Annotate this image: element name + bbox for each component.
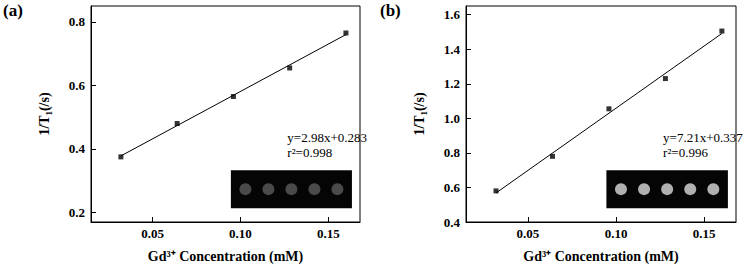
svg-text:0.4: 0.4 bbox=[444, 215, 461, 230]
svg-text:0.10: 0.10 bbox=[605, 226, 628, 241]
svg-text:1.4: 1.4 bbox=[444, 42, 461, 57]
svg-text:1/T₁(/s): 1/T₁(/s) bbox=[37, 92, 53, 135]
svg-text:0.2: 0.2 bbox=[69, 205, 85, 220]
svg-text:0.10: 0.10 bbox=[229, 226, 252, 241]
svg-text:1.0: 1.0 bbox=[444, 111, 460, 126]
svg-text:1.2: 1.2 bbox=[444, 76, 460, 91]
svg-text:r²=0.996: r²=0.996 bbox=[663, 145, 708, 160]
svg-text:0.15: 0.15 bbox=[693, 226, 716, 241]
svg-text:Gd³⁺ Concentration (mM): Gd³⁺ Concentration (mM) bbox=[148, 249, 304, 265]
svg-text:1.6: 1.6 bbox=[444, 7, 461, 22]
svg-text:0.6: 0.6 bbox=[444, 180, 461, 195]
svg-text:r²=0.998: r²=0.998 bbox=[287, 145, 332, 160]
svg-text:0.15: 0.15 bbox=[317, 226, 340, 241]
svg-text:y=2.98x+0.283: y=2.98x+0.283 bbox=[287, 130, 367, 145]
svg-text:0.8: 0.8 bbox=[69, 14, 86, 29]
svg-text:(b): (b) bbox=[380, 1, 401, 20]
svg-text:Gd³⁺ Concentration (mM): Gd³⁺ Concentration (mM) bbox=[523, 249, 679, 265]
svg-text:0.8: 0.8 bbox=[444, 145, 461, 160]
svg-text:1/T₁(/s): 1/T₁(/s) bbox=[412, 92, 428, 135]
svg-text:(a): (a) bbox=[3, 1, 23, 20]
svg-text:0.05: 0.05 bbox=[516, 226, 539, 241]
svg-text:0.6: 0.6 bbox=[69, 78, 86, 93]
svg-text:y=7.21x+0.337: y=7.21x+0.337 bbox=[663, 130, 743, 145]
svg-text:0.05: 0.05 bbox=[141, 226, 164, 241]
svg-text:0.4: 0.4 bbox=[69, 141, 86, 156]
